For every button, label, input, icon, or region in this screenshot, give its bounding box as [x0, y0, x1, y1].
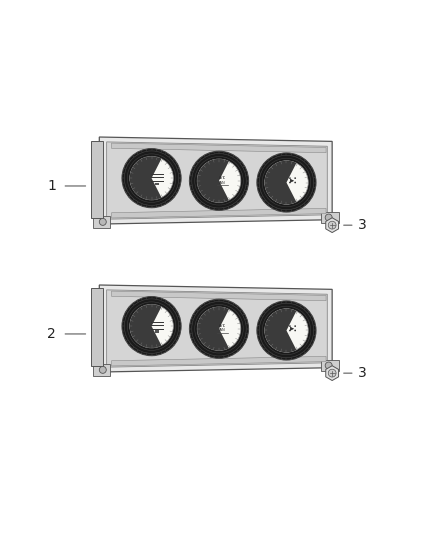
Circle shape [122, 149, 181, 208]
Polygon shape [99, 137, 332, 224]
Polygon shape [112, 291, 326, 301]
Polygon shape [326, 366, 339, 381]
Circle shape [257, 153, 316, 212]
Text: 2: 2 [47, 327, 56, 341]
Polygon shape [106, 290, 327, 367]
Polygon shape [92, 288, 103, 366]
Polygon shape [326, 218, 339, 232]
Text: 1: 1 [47, 179, 56, 193]
Bar [155, 182, 159, 185]
Circle shape [197, 307, 241, 351]
Circle shape [328, 221, 336, 229]
Polygon shape [112, 357, 326, 366]
Polygon shape [99, 285, 332, 372]
Circle shape [325, 214, 332, 221]
Circle shape [294, 177, 296, 179]
Circle shape [130, 156, 173, 200]
Polygon shape [197, 307, 229, 351]
Polygon shape [265, 309, 297, 352]
Circle shape [265, 309, 308, 352]
Circle shape [289, 325, 291, 327]
Text: FAN: FAN [219, 181, 226, 184]
Text: A/C: A/C [219, 176, 226, 180]
Polygon shape [112, 143, 326, 152]
Polygon shape [130, 304, 162, 348]
Polygon shape [197, 159, 229, 203]
Circle shape [197, 159, 241, 203]
Bar [155, 330, 159, 333]
Polygon shape [93, 364, 110, 376]
Circle shape [294, 182, 296, 183]
Circle shape [99, 219, 106, 225]
Circle shape [294, 325, 296, 327]
Polygon shape [93, 216, 110, 228]
Polygon shape [265, 161, 297, 204]
Circle shape [328, 369, 336, 377]
Circle shape [289, 182, 291, 183]
Text: 3: 3 [358, 218, 367, 232]
Polygon shape [112, 208, 326, 218]
Circle shape [122, 296, 181, 356]
Text: A/C: A/C [219, 324, 226, 328]
Circle shape [189, 151, 249, 211]
Circle shape [99, 366, 106, 373]
Circle shape [325, 362, 332, 369]
Polygon shape [130, 156, 162, 200]
Circle shape [289, 177, 291, 179]
Circle shape [130, 304, 173, 348]
Polygon shape [321, 360, 339, 371]
Polygon shape [321, 212, 339, 223]
Polygon shape [106, 142, 327, 219]
Circle shape [289, 329, 291, 332]
Circle shape [294, 329, 296, 332]
Circle shape [257, 301, 316, 360]
Circle shape [189, 299, 249, 358]
Polygon shape [92, 141, 103, 217]
Circle shape [265, 161, 308, 204]
Text: 3: 3 [358, 366, 367, 380]
Text: FAN: FAN [219, 328, 226, 333]
